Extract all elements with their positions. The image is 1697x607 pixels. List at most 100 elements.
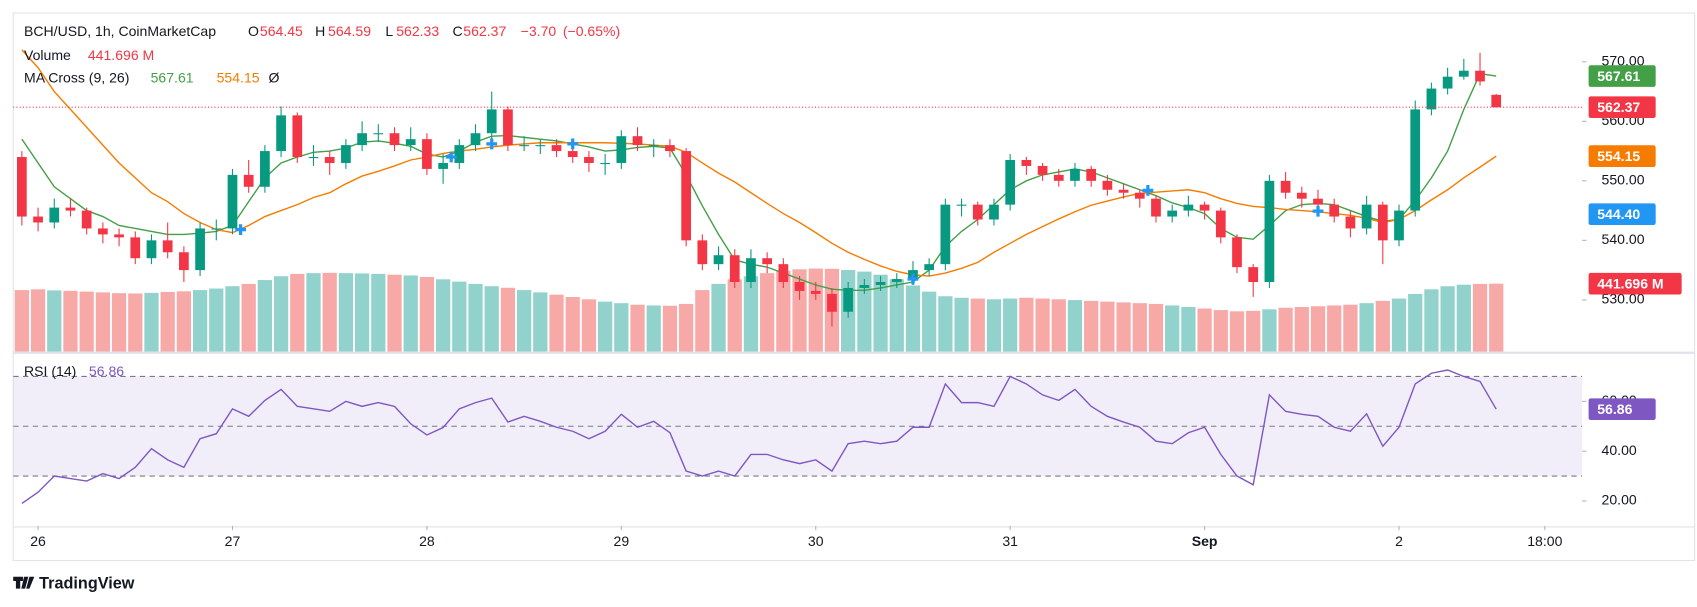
volume-bar <box>808 268 823 352</box>
volume-bar <box>419 276 435 352</box>
x-tick-label: 28 <box>419 533 435 549</box>
volume-bar <box>387 274 402 352</box>
volume-bar <box>47 290 62 352</box>
candle-body <box>1377 204 1388 241</box>
plot: 530.00540.00550.00560.00570.0020.0040.00… <box>13 49 1682 549</box>
volume-label: Volume <box>24 47 71 63</box>
ma-cross-marker <box>445 151 457 163</box>
chart-border <box>12 12 1696 562</box>
volume-bar <box>1165 305 1180 352</box>
low-value: 562.33 <box>396 23 439 39</box>
candle-body <box>1426 88 1437 110</box>
candle-body <box>503 109 513 146</box>
rsi-pane <box>13 369 1583 505</box>
candle-body <box>729 255 740 283</box>
candle-body <box>276 115 286 152</box>
axis-badge-label: 441.696 M <box>1597 275 1663 291</box>
volume-bar <box>403 275 418 352</box>
candle-body <box>65 207 76 211</box>
volume-bar <box>14 290 29 352</box>
candle-body <box>1280 180 1291 193</box>
volume-bar <box>209 288 224 352</box>
volume-bar <box>1327 305 1342 352</box>
candle-body <box>162 240 173 253</box>
ma-cross-marker <box>1312 205 1324 217</box>
candle-body <box>243 174 254 187</box>
volume-bar <box>1359 303 1374 352</box>
volume-value: 441.696 M <box>88 47 154 63</box>
volume-bar <box>144 292 159 352</box>
volume-bar <box>1003 298 1018 352</box>
candle-body <box>1167 210 1178 217</box>
volume-bar <box>1067 300 1083 352</box>
candle-body <box>810 290 821 294</box>
volume-bar <box>1148 303 1164 352</box>
axis-badge <box>1588 203 1656 225</box>
volume-bar <box>1229 311 1245 352</box>
candle-body <box>827 293 837 312</box>
candle-body <box>794 282 805 291</box>
candle-body <box>1264 180 1275 283</box>
volume-bar <box>905 285 921 352</box>
volume-bar <box>711 283 726 352</box>
legend: BCH/USD, 1h, CoinMarketCap O 564.45 H 56… <box>24 23 620 379</box>
volume-bar <box>435 279 451 352</box>
axis-badge <box>1588 65 1656 87</box>
candle-body <box>33 216 43 223</box>
volume-bar <box>354 273 370 352</box>
x-tick-label: 27 <box>225 533 241 549</box>
volume-bar <box>160 291 175 352</box>
close-value: 562.37 <box>463 23 506 39</box>
volume-bar <box>662 305 678 352</box>
volume-bar <box>954 297 969 352</box>
volume-bar <box>1181 307 1196 352</box>
candle-body <box>1475 70 1485 82</box>
candle-body <box>211 228 222 230</box>
volume-bar <box>1343 304 1358 352</box>
volume-bar <box>1408 293 1423 352</box>
volume-bar <box>1051 299 1066 352</box>
y-tick-label: 550.00 <box>1602 172 1645 188</box>
main-pane <box>13 49 1583 352</box>
panes <box>12 12 1696 562</box>
candle-body <box>405 139 416 146</box>
ma-cross-marker <box>1142 184 1154 196</box>
candle-body <box>486 109 497 134</box>
ma-cross-marker <box>567 138 579 150</box>
candle-body <box>341 145 351 163</box>
candle-body <box>762 258 773 265</box>
volume-bar <box>727 279 742 352</box>
volume-bar <box>273 276 289 352</box>
candle-body <box>940 204 951 265</box>
candle-body <box>778 264 789 283</box>
candle-body <box>746 258 756 283</box>
volume-bar <box>1440 286 1455 352</box>
volume-bar <box>1489 283 1504 352</box>
volume-bar <box>1100 301 1115 352</box>
candle-body <box>1442 76 1453 89</box>
candle-body <box>632 136 643 146</box>
y-tick-label: 570.00 <box>1602 53 1645 69</box>
volume-bar <box>549 294 564 352</box>
candle-body <box>1458 70 1469 77</box>
candle-body <box>1313 198 1323 205</box>
volume-bar <box>857 271 872 352</box>
volume-bar <box>1278 307 1293 352</box>
x-tick-label: 31 <box>1002 533 1018 549</box>
volume-bar <box>1424 289 1439 352</box>
volume-bar <box>371 273 386 352</box>
volume-bar <box>679 303 694 352</box>
volume-bar <box>1472 283 1488 352</box>
rsi-label: RSI (14) <box>24 363 76 379</box>
axis-badge <box>1588 272 1682 295</box>
candle-body <box>292 115 303 158</box>
volume-bar <box>484 286 499 352</box>
volume-bar <box>1375 300 1390 352</box>
candle-body <box>373 133 384 135</box>
candle-body <box>454 145 465 163</box>
volume-bar <box>1197 308 1212 352</box>
rsi-tick-label: 40.00 <box>1602 442 1637 458</box>
candle-body <box>519 145 529 147</box>
volume-bar <box>614 303 629 352</box>
volume-bar <box>581 299 597 352</box>
